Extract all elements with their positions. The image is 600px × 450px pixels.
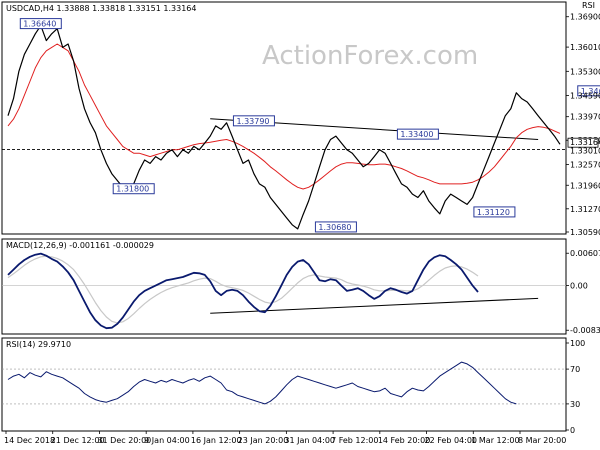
price-tick-label: 1.30590 [570,228,600,237]
rsi-line [7,361,517,405]
watermark: ActionForex.com [262,41,478,71]
rsi-tick-label: 30 [570,400,580,409]
current-price-label: 1.33164 [570,138,600,147]
price-tick-label: 1.32570 [570,160,600,169]
price-tick-label: 1.31270 [570,205,600,214]
price-annotation: 1.34670 [577,85,600,97]
annotation-label: 1.34670 [581,87,600,96]
annotation-label: 1.30680 [318,223,351,232]
x-tick-label: 23 Jan 20:00 [238,436,289,445]
price-tick-label: 1.34590 [570,92,600,101]
price-tick-label: 1.33970 [570,113,600,122]
macd-y-axis: 0.00607 0.00 -0.008381 [566,249,600,335]
annotation-label: 1.33400 [400,130,433,139]
price-plot: 1.36640 1.31800 1.33790 1.30680 1.33400 1.311… [2,18,600,233]
corner-tag: RSI [582,1,595,10]
level-label: 1.33010 [570,146,600,155]
x-tick-label: 8 Mar 20:00 [518,436,566,445]
x-tick-label: 31 Dec 20:00 [97,436,151,445]
rsi-tick-label: 100 [570,339,585,348]
annotation-box [314,221,357,233]
rsi-header: RSI(14) 29.9710 [6,340,71,349]
rsi-panel [1,337,567,432]
annotation-label: 1.36640 [23,20,56,29]
macd-header: MACD(12,26,9) -0.001161 -0.000029 [6,241,154,250]
macd-line [7,252,479,330]
macd-panel [1,238,567,335]
x-tick-label: 1 Mar 12:00 [471,436,519,445]
price-annotation: 1.36640 [19,18,62,30]
rsi-plot [2,361,566,405]
current-price-tag [567,137,599,148]
price-annotation: 1.33790 [232,115,275,127]
x-tick-label: 9 Jan 04:00 [144,436,190,445]
x-tick-label: 16 Jan 12:00 [191,436,242,445]
x-tick-label: 22 Feb 04:00 [425,436,477,445]
price-annotation: 1.31120 [473,206,516,218]
price-annotation: 1.33400 [396,128,439,140]
macd-tick-label: 0.00607 [570,249,600,258]
annotation-box [396,128,439,140]
price-line [7,25,561,230]
price-tick-label: 1.36900 [570,13,600,22]
rsi-tick-label: 70 [570,365,580,374]
annotation-box [473,206,516,218]
price-panel [1,1,567,235]
annotation-label: 1.31800 [116,185,149,194]
macd-tick-label: 0.00 [570,282,588,291]
annotation-box [577,85,600,97]
price-tick-label: 1.35300 [570,67,600,76]
macd-tick-label: -0.008381 [570,326,600,335]
annotation-label: 1.31120 [477,208,510,217]
price-y-axis: 1.369001.360101.353001.345901.339701.332… [566,13,600,237]
annotation-box [19,18,62,30]
rsi-y-axis: 100 70 30 0 [566,339,585,435]
price-annotation: 1.31800 [112,183,155,195]
annotation-box [232,115,275,127]
price-annotation: 1.30680 [314,221,357,233]
x-tick-label: 14 Feb 20:00 [378,436,430,445]
macd-trendline [210,297,539,314]
x-tick-label: 31 Jan 04:00 [284,436,335,445]
annotation-label: 1.33790 [236,117,269,126]
price-tick-label: 1.31960 [570,181,600,190]
rsi-tick-label: 0 [570,426,575,435]
macd-plot [2,252,566,330]
x-tick-label: 21 Dec 12:00 [51,436,105,445]
ma-line [7,43,561,190]
x-tick-label: 14 Dec 2018 [4,436,55,445]
price-header: USDCAD,H4 1.33888 1.33818 1.33151 1.3316… [6,4,196,13]
price-tick-label: 1.36010 [570,43,600,52]
x-tick-label: 7 Feb 12:00 [331,436,378,445]
annotation-box [112,183,155,195]
